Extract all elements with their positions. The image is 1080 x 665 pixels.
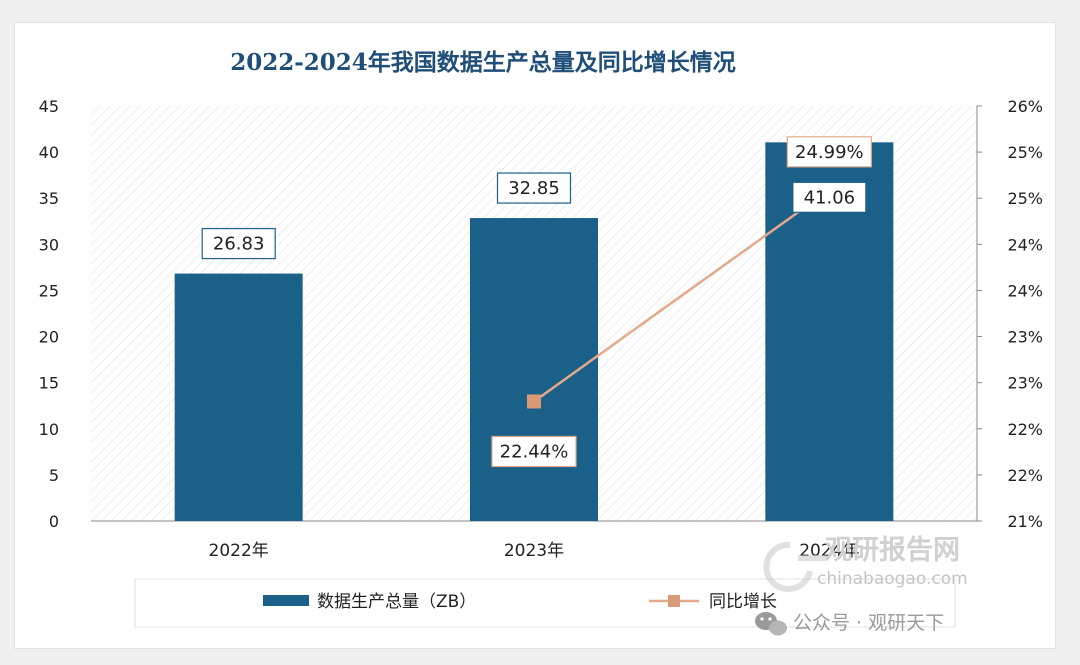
- line-data-label-box: [786, 136, 872, 168]
- watermark-social: 公众号 · 观研天下: [793, 612, 944, 634]
- right-tick-label: 26%: [1007, 97, 1043, 116]
- watermark-domain: chinabaogao.com: [817, 569, 968, 589]
- left-tick-label: 15: [39, 374, 59, 393]
- legend-bar-swatch: [263, 595, 309, 606]
- right-tick-label: 25%: [1007, 143, 1043, 162]
- line-data-label: 22.44%: [491, 435, 577, 468]
- legend-bar-label: 数据生产总量（ZB）: [317, 592, 476, 612]
- watermark-brand: 观研报告网: [825, 535, 960, 566]
- left-tick-label: 45: [39, 97, 59, 116]
- left-axis: 0 5 10 15 20 25 30 35 40 45: [39, 97, 59, 531]
- left-tick-label: 35: [39, 189, 59, 208]
- right-axis: 21% 22% 22% 23% 23% 24% 24% 25% 25% 26%: [977, 97, 1043, 531]
- legend-line-marker: [668, 595, 680, 607]
- bar-data-label: 32.85: [496, 172, 572, 204]
- bar-series: [174, 142, 894, 522]
- bar-data-label-box: [496, 172, 572, 204]
- data-labels: 26.83 32.85 41.06 22.44% 24.99%: [201, 136, 872, 468]
- right-tick-label: 24%: [1007, 281, 1043, 300]
- left-tick-label: 25: [39, 281, 59, 300]
- left-tick-label: 20: [39, 328, 59, 347]
- bar-data-label: 26.83: [201, 227, 276, 260]
- line-data-label: 24.99%: [786, 136, 872, 168]
- growth-line: [533, 188, 831, 403]
- bar-data-label-box: [792, 181, 867, 213]
- bar-data-label-text: 32.85: [508, 178, 560, 199]
- category-label: 2022年: [209, 541, 269, 561]
- watermark-logo-icon: [763, 541, 827, 592]
- wechat-icon: [755, 612, 787, 636]
- right-tick-label: 21%: [1007, 512, 1043, 531]
- bar-data-label-box: [201, 227, 276, 260]
- chart-frame: 2022-2024年我国数据生产总量及同比增长情况 0 5 10 15 20 25 30 35…: [14, 22, 1056, 649]
- category-axis: 2022年 2023年 2024年: [209, 541, 860, 561]
- bar: [174, 273, 303, 521]
- line-data-label-box: [491, 435, 577, 468]
- line-data-label-text: 22.44%: [500, 441, 569, 462]
- chart-title: 2022-2024年我国数据生产总量及同比增长情况: [230, 49, 736, 76]
- right-tick-label: 23%: [1007, 374, 1043, 393]
- line-data-label-text: 24.99%: [795, 142, 864, 163]
- legend: 数据生产总量（ZB） 同比增长: [134, 578, 956, 628]
- legend-line-label: 同比增长: [709, 592, 777, 612]
- line-marker: [527, 394, 541, 409]
- right-tick-label: 24%: [1007, 235, 1043, 254]
- left-tick-label: 30: [39, 235, 59, 254]
- right-tick-label: 25%: [1007, 189, 1043, 208]
- bar-data-label-text: 41.06: [804, 187, 856, 208]
- right-tick-label: 22%: [1007, 420, 1043, 439]
- left-tick-label: 0: [49, 512, 59, 531]
- category-label: 2023年: [504, 541, 564, 561]
- bar-data-label: 41.06: [792, 181, 867, 213]
- watermark: 观研报告网 chinabaogao.com 公众号 · 观研天下: [755, 535, 968, 636]
- left-tick-label: 10: [39, 420, 59, 439]
- right-tick-label: 22%: [1007, 466, 1043, 485]
- left-tick-label: 5: [49, 466, 59, 485]
- bar-data-label-text: 26.83: [213, 234, 265, 255]
- right-tick-label: 23%: [1007, 328, 1043, 347]
- chart-svg: 2022-2024年我国数据生产总量及同比增长情况 0 5 10 15 20 25 30 35…: [39, 49, 1043, 636]
- left-tick-label: 40: [39, 143, 59, 162]
